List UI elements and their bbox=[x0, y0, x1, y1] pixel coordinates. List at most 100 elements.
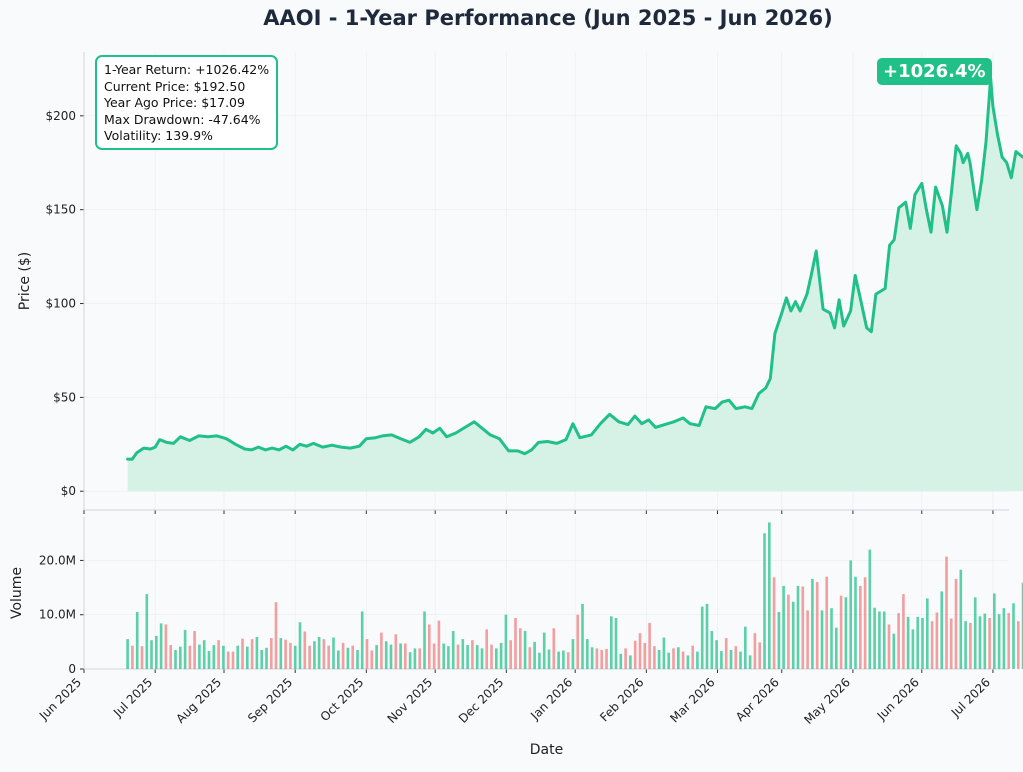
volume-bar bbox=[179, 646, 182, 669]
volume-bar bbox=[566, 652, 570, 669]
volume-bar bbox=[820, 610, 824, 669]
volume-bar bbox=[949, 618, 953, 669]
volume-bar bbox=[724, 638, 728, 669]
volume-bar bbox=[983, 613, 987, 669]
x-tick-label: Aug 2025 bbox=[173, 675, 224, 726]
volume-bar bbox=[590, 647, 594, 669]
volume-bar bbox=[806, 610, 809, 669]
volume-bar bbox=[317, 637, 321, 669]
volume-bar bbox=[155, 635, 158, 669]
volume-bar bbox=[887, 624, 891, 669]
volume-bar bbox=[428, 624, 431, 669]
volume-bar bbox=[868, 549, 872, 669]
volume-bar bbox=[878, 611, 881, 669]
volume-bar bbox=[370, 650, 374, 669]
volume-bar bbox=[447, 646, 450, 669]
volume-bar bbox=[777, 612, 781, 669]
volume-bar bbox=[1012, 603, 1015, 669]
volume-bar bbox=[466, 645, 469, 669]
volume-bar bbox=[667, 652, 671, 669]
x-tick-label: Dec 2025 bbox=[456, 675, 507, 726]
volume-bar bbox=[753, 633, 757, 669]
volume-bar bbox=[222, 645, 225, 669]
volume-bar bbox=[274, 602, 278, 669]
volume-bar bbox=[279, 638, 283, 669]
volume-bar bbox=[212, 645, 216, 669]
volume-y-tick-label: 20.0M bbox=[39, 553, 76, 567]
volume-bar bbox=[686, 655, 690, 669]
volume-bar bbox=[825, 576, 829, 669]
volume-bar bbox=[892, 633, 896, 669]
volume-bar bbox=[796, 585, 800, 669]
stat-max-drawdown: Max Drawdown: -47.64% bbox=[104, 111, 261, 127]
x-tick-label: Sep 2025 bbox=[245, 675, 295, 725]
volume-bar bbox=[150, 640, 153, 669]
volume-bar bbox=[629, 655, 632, 669]
volume-bar bbox=[557, 651, 560, 669]
volume-bar bbox=[241, 638, 244, 669]
volume-y-tick-label: 0 bbox=[68, 662, 76, 676]
volume-bar bbox=[839, 595, 843, 669]
price-y-tick-label: $100 bbox=[45, 297, 76, 311]
volume-bar bbox=[859, 585, 862, 669]
volume-bar bbox=[360, 611, 364, 669]
volume-bar bbox=[231, 651, 235, 669]
volume-bar bbox=[576, 614, 580, 669]
volume-bar bbox=[327, 645, 331, 669]
volume-bar bbox=[811, 578, 814, 669]
volume-bar bbox=[1002, 608, 1006, 669]
volume-bar bbox=[140, 646, 144, 669]
volume-bar bbox=[705, 603, 709, 669]
volume-bar bbox=[270, 638, 273, 669]
volume-bar bbox=[595, 648, 599, 669]
volume-bar bbox=[289, 642, 292, 669]
volume-bar bbox=[854, 576, 857, 669]
volume-bar bbox=[131, 645, 134, 669]
volume-bar bbox=[538, 652, 541, 669]
volume-bar bbox=[533, 641, 536, 669]
volume-bar bbox=[308, 645, 311, 669]
volume-bar bbox=[356, 650, 359, 669]
volume-bar bbox=[337, 650, 340, 669]
volume-bar bbox=[413, 648, 417, 669]
volume-bar bbox=[351, 645, 355, 669]
volume-bar bbox=[715, 640, 718, 669]
price-y-tick-label: $200 bbox=[45, 109, 76, 123]
volume-bar bbox=[1017, 621, 1020, 669]
volume-bar bbox=[581, 603, 584, 669]
volume-bar bbox=[207, 651, 211, 669]
volume-bar bbox=[902, 594, 905, 669]
volume-bar bbox=[332, 637, 335, 669]
volume-bar bbox=[293, 645, 297, 669]
volume-bar bbox=[964, 621, 967, 669]
x-tick-label: Jul 2025 bbox=[110, 675, 155, 720]
volume-bar bbox=[284, 639, 287, 669]
volume-bar bbox=[313, 641, 316, 669]
volume-bar bbox=[997, 614, 1001, 669]
volume-bar bbox=[499, 642, 503, 669]
volume-bar bbox=[255, 637, 259, 669]
volume-bar bbox=[993, 593, 996, 669]
volume-bar bbox=[188, 645, 192, 669]
volume-bar bbox=[552, 628, 556, 669]
volume-bar bbox=[648, 622, 651, 669]
volume-bar bbox=[571, 639, 575, 669]
volume-bar bbox=[135, 612, 139, 669]
volume-bar bbox=[542, 632, 546, 669]
volume-bar bbox=[744, 626, 747, 669]
volume-bar bbox=[610, 616, 613, 669]
volume-bar bbox=[495, 648, 498, 669]
price-y-tick-label: $0 bbox=[61, 484, 76, 498]
volume-bar bbox=[638, 633, 642, 669]
volume-bar bbox=[791, 601, 795, 669]
volume-bar bbox=[988, 618, 991, 669]
volume-bar bbox=[519, 628, 522, 669]
price-area bbox=[127, 78, 1023, 492]
x-tick-label: Feb 2026 bbox=[597, 675, 646, 724]
volume-bar bbox=[672, 648, 675, 669]
stat-volatility: Volatility: 139.9% bbox=[104, 128, 213, 143]
volume-bar bbox=[906, 616, 910, 669]
volume-bar bbox=[873, 607, 876, 669]
volume-bar bbox=[226, 651, 230, 669]
volume-bar bbox=[945, 556, 948, 669]
